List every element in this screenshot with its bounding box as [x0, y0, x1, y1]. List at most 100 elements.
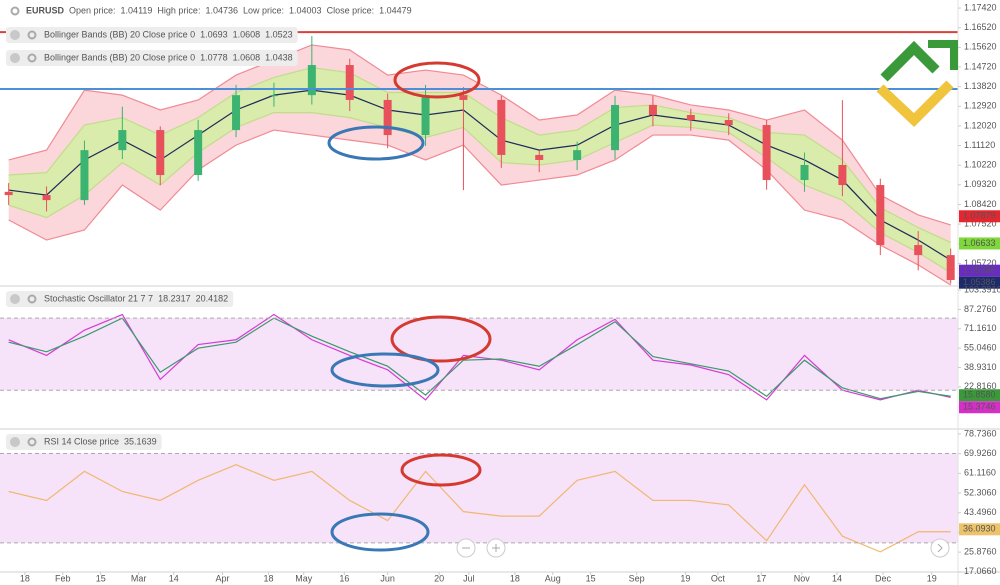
settings-icon	[27, 437, 37, 447]
y-tick-label: 55.0460	[964, 343, 997, 353]
candle-body	[80, 150, 89, 201]
x-tick-label: Jul	[463, 573, 475, 583]
x-tick-label: 18	[264, 573, 274, 583]
x-tick-label: Aug	[545, 573, 561, 583]
candle-body	[946, 255, 955, 280]
candle-body	[383, 99, 392, 136]
x-tick-label: Sep	[629, 573, 645, 583]
legend-text: 20.4182	[196, 293, 229, 303]
close-icon	[10, 53, 20, 63]
candle-body	[838, 164, 847, 186]
legend-text: High price:	[157, 5, 200, 15]
legend-background	[6, 291, 234, 307]
price-badge-label: 36.0930	[963, 524, 996, 534]
series-line	[8, 44, 951, 226]
candle-body	[307, 65, 316, 96]
candle-body	[914, 245, 923, 256]
highlight-ellipse	[390, 315, 492, 363]
x-tick-label: 14	[169, 573, 179, 583]
legend-text: 1.0608	[233, 52, 261, 62]
legend-background	[6, 27, 298, 43]
candle-body	[118, 130, 127, 151]
y-tick-label: 1.08420	[964, 199, 997, 209]
legend-text: 1.04003	[289, 5, 322, 15]
y-tick-label: 87.2760	[964, 304, 997, 314]
legend-text: 1.0523	[265, 29, 293, 39]
price-badge-label: 15.8580	[963, 390, 996, 400]
series-line	[8, 129, 952, 286]
y-tick-label: 1.05720	[964, 258, 997, 268]
highlight-ellipse	[330, 352, 440, 388]
legend-text: Bollinger Bands (BB) 20 Close price 0	[44, 52, 195, 62]
plot-layer	[0, 31, 958, 553]
legend-text: Bollinger Bands (BB) 20 Close price 0	[44, 29, 195, 39]
settings-icon	[27, 294, 37, 304]
y-tick-label: 1.12020	[964, 120, 997, 130]
x-tick-label: Dec	[875, 573, 892, 583]
price-badge-label: 1.05386	[963, 277, 996, 287]
y-tick-label: 1.07520	[964, 218, 997, 228]
candle-body	[876, 185, 885, 246]
x-tick-label: 18	[510, 573, 520, 583]
candle-body	[800, 164, 809, 181]
x-tick-label: 18	[20, 573, 30, 583]
y-tick-label: 22.8160	[964, 381, 997, 391]
candle-body	[762, 125, 771, 181]
legend-text: 1.04479	[379, 5, 412, 15]
y-tick-label: 1.09320	[964, 179, 997, 189]
x-tick-label: Mar	[131, 573, 147, 583]
price-badge-label: 1.07879	[963, 211, 996, 221]
candle-body	[686, 115, 695, 121]
x-tick-label: 16	[339, 573, 349, 583]
x-tick-label: Oct	[711, 573, 726, 583]
y-tick-label: 1.16520	[964, 22, 997, 32]
settings-icon	[10, 6, 20, 16]
logo	[876, 40, 958, 127]
y-tick-label: 1.15620	[964, 42, 997, 52]
close-icon	[10, 294, 20, 304]
legend-background	[6, 434, 162, 450]
legend-text: Close price:	[327, 5, 375, 15]
legend-text: 35.1639	[124, 436, 157, 446]
y-tick-label: 17.0660	[964, 566, 997, 576]
candle-body	[535, 154, 544, 160]
scroll-right-icon	[937, 543, 943, 553]
y-tick-label: 1.14720	[964, 61, 997, 71]
series-line	[8, 313, 951, 401]
y-tick-label: 103.3910	[964, 284, 1000, 294]
logo-arrow	[928, 40, 958, 70]
close-icon	[10, 30, 20, 40]
series-line	[8, 317, 951, 400]
x-tick-label: 15	[586, 573, 596, 583]
candle-body	[269, 95, 278, 97]
legend-text: Low price:	[243, 5, 284, 15]
price-badge	[959, 401, 1000, 414]
legend-text: RSI 14 Close price	[44, 436, 119, 446]
x-tick-label: Apr	[216, 573, 230, 583]
x-tick-label: 19	[927, 573, 937, 583]
price-badge	[959, 237, 1000, 250]
highlight-ellipse	[393, 61, 481, 99]
y-tick-label: 71.1610	[964, 323, 997, 333]
candle-body	[345, 65, 354, 100]
y-tick-label: 1.13820	[964, 81, 997, 91]
y-tick-label: 38.9310	[964, 362, 997, 372]
y-tick-label: 61.1160	[964, 468, 996, 478]
x-tick-label: 14	[832, 573, 842, 583]
logo-green	[880, 40, 940, 82]
y-tick-label: 78.7360	[964, 428, 997, 438]
price-badge-label: 1.06633	[963, 238, 996, 248]
highlight-ellipse	[330, 512, 430, 552]
series-line	[8, 464, 951, 553]
legend-text: 1.0693	[200, 29, 228, 39]
candle-body	[194, 130, 203, 176]
close-icon	[10, 437, 20, 447]
y-tick-label: 1.12920	[964, 101, 997, 111]
legend-text: 1.04736	[205, 5, 238, 15]
legend-text: 1.0608	[233, 29, 261, 39]
candle-body	[4, 191, 13, 196]
scroll-right-button[interactable]	[930, 538, 950, 558]
highlight-ellipse	[400, 453, 482, 487]
y-tick-label: 25.8760	[964, 547, 997, 557]
